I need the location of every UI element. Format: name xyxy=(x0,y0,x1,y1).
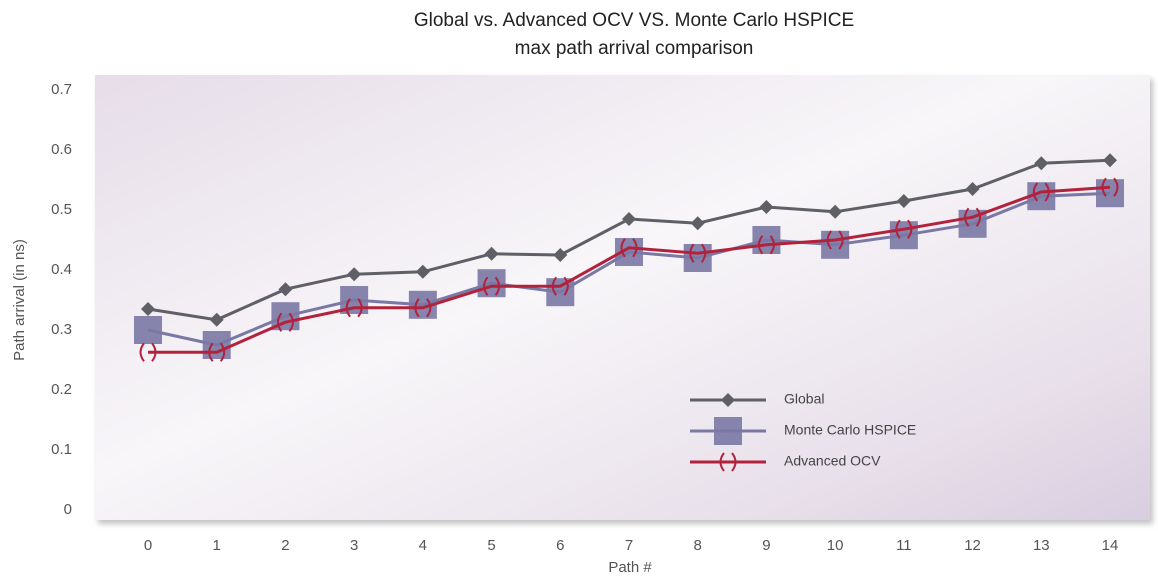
x-tick-label: 4 xyxy=(419,537,427,554)
chart-title: Global vs. Advanced OCV VS. Monte Carlo … xyxy=(414,10,854,31)
plot-area xyxy=(95,75,1150,520)
y-tick-label: 0.5 xyxy=(51,201,72,218)
y-tick-label: 0.6 xyxy=(51,141,72,158)
marker xyxy=(1032,182,1050,202)
x-tick-label: 3 xyxy=(350,537,358,554)
marker xyxy=(683,244,712,272)
y-tick-label: 0.2 xyxy=(51,381,72,398)
marker xyxy=(689,243,707,263)
legend-marker xyxy=(721,393,735,407)
marker xyxy=(209,312,224,327)
marker xyxy=(546,278,575,307)
x-tick-label: 1 xyxy=(213,537,221,554)
marker xyxy=(278,282,293,297)
x-tick-label: 11 xyxy=(896,537,912,554)
x-tick-label: 0 xyxy=(144,537,152,554)
marker xyxy=(759,200,774,214)
legend-label: Global xyxy=(784,391,824,407)
marker xyxy=(757,235,775,255)
marker xyxy=(965,182,980,196)
y-tick-label: 0.1 xyxy=(51,441,72,458)
marker xyxy=(345,298,363,318)
marker xyxy=(620,238,638,258)
marker xyxy=(477,269,506,298)
x-tick-label: 13 xyxy=(1033,537,1050,554)
marker xyxy=(484,246,499,261)
marker xyxy=(414,298,432,318)
chart-title: max path arrival comparison xyxy=(515,38,754,59)
x-axis-label: Path # xyxy=(608,559,652,576)
marker xyxy=(826,230,844,250)
marker xyxy=(553,248,568,262)
x-tick-label: 5 xyxy=(487,537,495,554)
marker xyxy=(821,230,850,259)
marker xyxy=(752,226,781,254)
marker xyxy=(551,276,569,296)
y-tick-label: 0.7 xyxy=(51,81,72,98)
marker xyxy=(1096,179,1124,208)
x-tick-label: 7 xyxy=(625,537,633,554)
legend-marker xyxy=(719,452,737,472)
marker xyxy=(895,219,913,239)
marker xyxy=(889,221,918,250)
marker xyxy=(415,264,430,279)
marker xyxy=(208,342,226,362)
marker xyxy=(828,204,843,219)
legend-marker xyxy=(714,417,742,445)
marker xyxy=(1101,177,1119,197)
marker xyxy=(690,216,705,231)
x-tick-label: 10 xyxy=(827,537,844,554)
y-tick-label: 0.3 xyxy=(51,321,72,338)
marker xyxy=(134,316,162,344)
marker xyxy=(483,276,501,296)
x-tick-label: 8 xyxy=(694,537,702,554)
marker xyxy=(896,194,911,208)
marker xyxy=(141,302,155,316)
marker xyxy=(964,207,982,227)
y-tick-label: 0 xyxy=(64,501,72,518)
y-tick-label: 0.4 xyxy=(51,261,72,278)
marker xyxy=(1034,156,1049,171)
legend-label: Advanced OCV xyxy=(784,453,881,469)
marker xyxy=(202,331,231,359)
x-tick-label: 12 xyxy=(964,537,981,554)
x-tick-label: 9 xyxy=(762,537,770,554)
marker xyxy=(276,312,294,332)
x-tick-label: 14 xyxy=(1102,537,1119,554)
y-axis-label: Path arrival (in ns) xyxy=(11,239,28,361)
marker xyxy=(1103,153,1117,168)
legend-label: Monte Carlo HSPICE xyxy=(784,422,916,438)
marker xyxy=(347,267,362,282)
series-line xyxy=(148,185,1111,354)
x-tick-label: 6 xyxy=(556,537,564,554)
marker xyxy=(622,212,636,226)
x-tick-label: 2 xyxy=(281,537,289,554)
marker xyxy=(139,342,157,362)
